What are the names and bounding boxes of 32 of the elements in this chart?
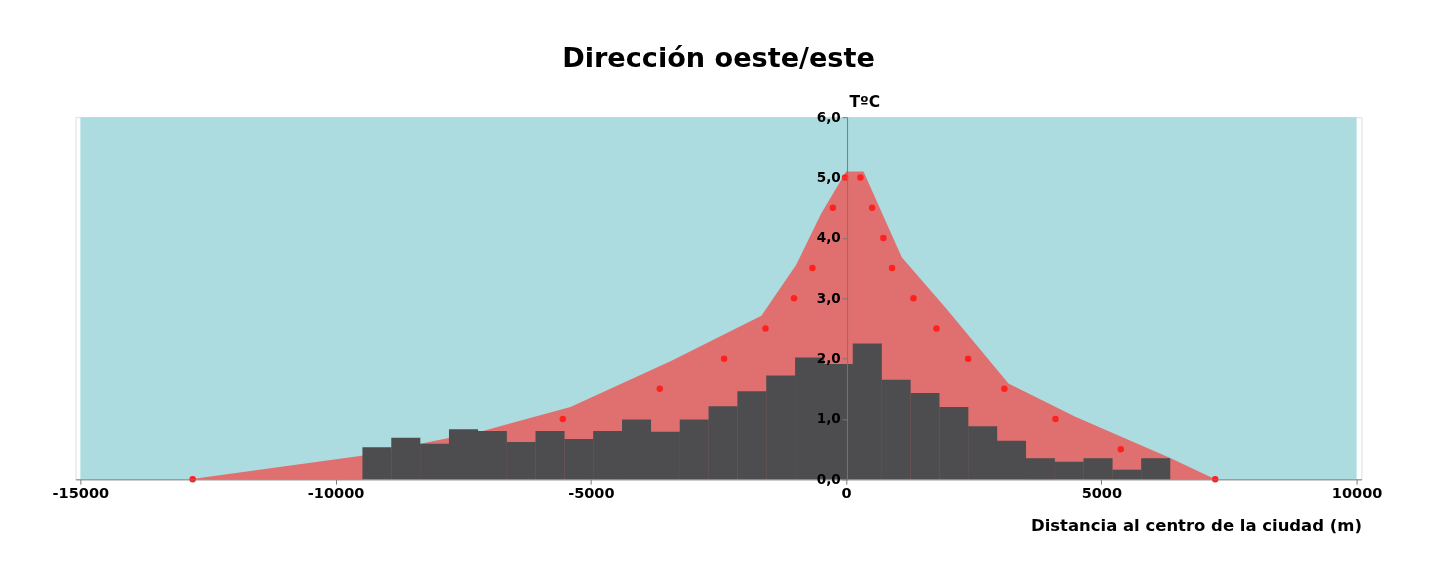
point [829, 204, 837, 211]
y-tick-label: 6,0 [816, 108, 841, 125]
point [656, 385, 664, 393]
point [857, 174, 864, 181]
y-tick-label: 5,0 [816, 168, 841, 185]
point [790, 295, 798, 302]
point [933, 325, 940, 332]
point [720, 355, 728, 362]
x-tick-label: -5000 [568, 485, 615, 502]
x-tick-label: 10000 [1331, 485, 1383, 502]
x-tick-label: -15000 [52, 485, 110, 502]
point [1117, 445, 1124, 453]
point [888, 264, 896, 272]
point [1001, 385, 1008, 393]
x-tick-label: 5000 [1081, 485, 1123, 502]
chart-title: Dirección oeste/este [562, 41, 875, 73]
x-tick-label: 0 [841, 485, 852, 502]
point [559, 415, 567, 423]
point [880, 234, 887, 242]
y-tick-label: 3,0 [816, 289, 841, 306]
point [809, 264, 816, 272]
point [868, 204, 876, 211]
y-tick-label: 2,0 [816, 349, 841, 366]
y-tick-label: 4,0 [816, 229, 841, 246]
point [762, 325, 769, 332]
point [910, 295, 917, 302]
x-tick-label: -10000 [307, 485, 365, 502]
y-axis-title: TºC [849, 93, 881, 112]
y-tick-label: 1,0 [816, 410, 841, 427]
point [1052, 415, 1059, 423]
x-axis-title: Distancia al centro de la ciudad (m) [1031, 516, 1362, 536]
point [964, 355, 972, 362]
